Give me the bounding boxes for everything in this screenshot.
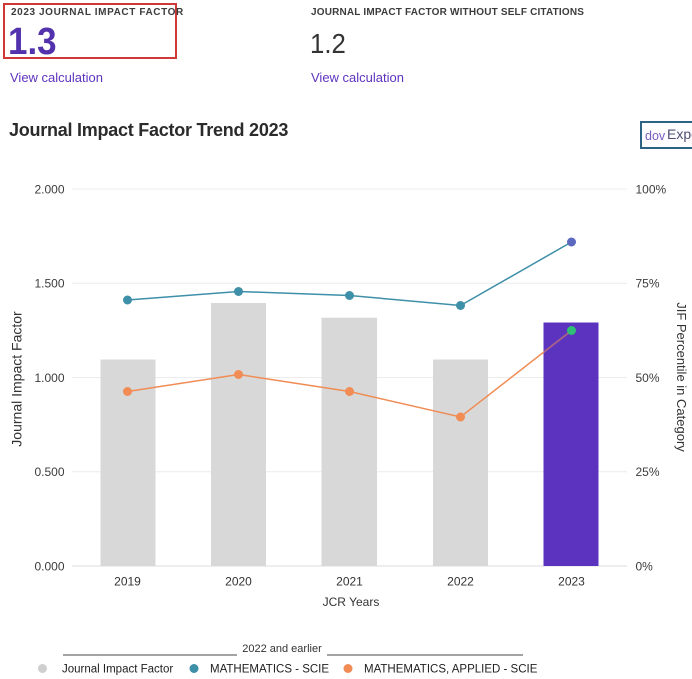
svg-text:2022 and earlier: 2022 and earlier <box>242 643 322 655</box>
svg-text:0.500: 0.500 <box>34 465 64 479</box>
svg-text:2019: 2019 <box>114 575 141 589</box>
svg-text:0%: 0% <box>636 559 654 573</box>
svg-text:Journal Impact Factor: Journal Impact Factor <box>9 311 25 447</box>
svg-text:2022: 2022 <box>447 575 474 589</box>
svg-text:75%: 75% <box>636 277 660 291</box>
svg-text:JCR Years: JCR Years <box>323 595 380 609</box>
svg-text:2023: 2023 <box>558 575 585 589</box>
svg-text:50%: 50% <box>636 371 660 385</box>
svg-text:MATHEMATICS - SCIE: MATHEMATICS - SCIE <box>210 664 329 676</box>
svg-text:2020: 2020 <box>225 575 252 589</box>
svg-text:2021: 2021 <box>336 575 363 589</box>
svg-text:100%: 100% <box>636 182 667 196</box>
svg-text:JIF Percentile in Category: JIF Percentile in Category <box>674 302 689 452</box>
svg-text:Journal Impact Factor: Journal Impact Factor <box>62 664 173 676</box>
svg-text:1.500: 1.500 <box>34 277 64 291</box>
svg-text:MATHEMATICS, APPLIED - SCIE: MATHEMATICS, APPLIED - SCIE <box>364 664 538 676</box>
svg-text:0.000: 0.000 <box>34 559 64 573</box>
svg-text:25%: 25% <box>636 465 660 479</box>
svg-text:2.000: 2.000 <box>34 182 64 196</box>
svg-text:1.000: 1.000 <box>34 371 64 385</box>
